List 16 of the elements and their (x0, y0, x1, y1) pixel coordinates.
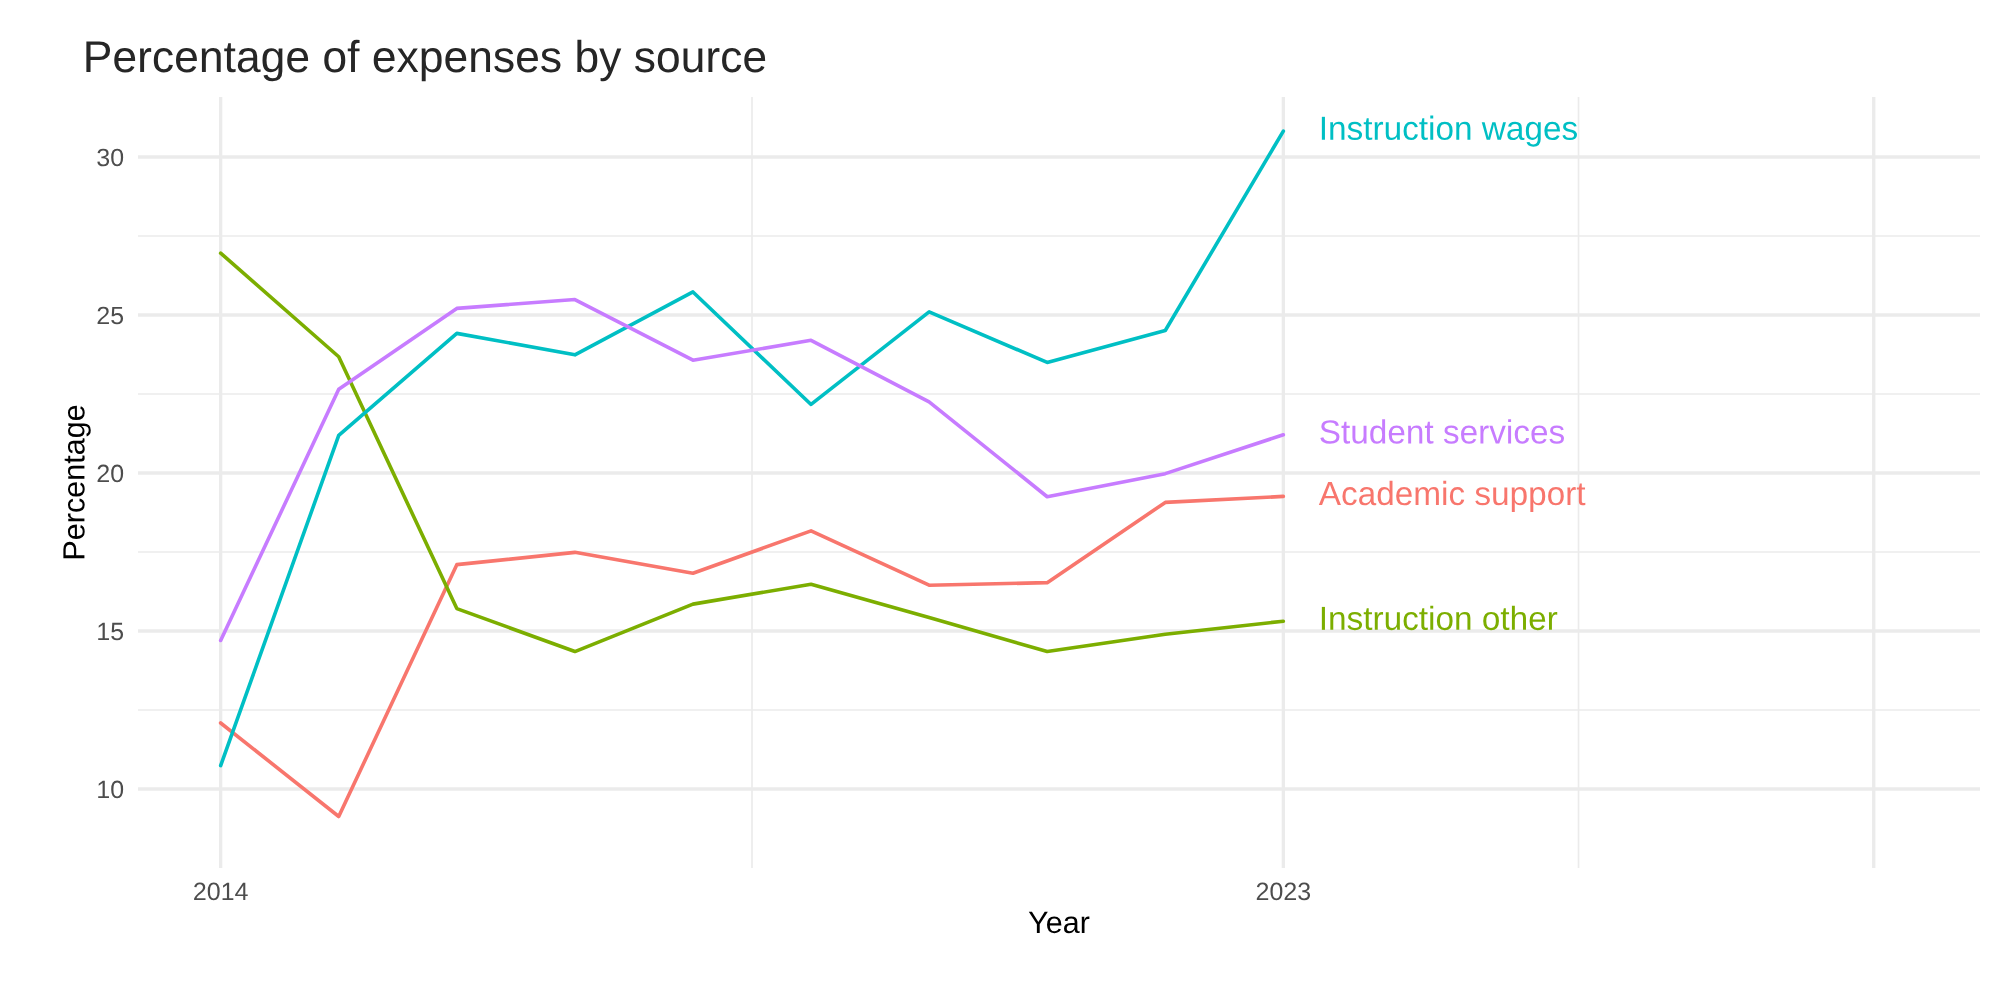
series-label: Instruction other (1321, 605, 1558, 631)
y-tick-label: 20 (97, 464, 124, 483)
x-tick-label: 2014 (194, 882, 248, 901)
line-series (218, 494, 1286, 819)
series-label: Academic support (1318, 480, 1586, 512)
line-series (218, 129, 1286, 768)
y-tick-label: 10 (98, 780, 124, 799)
y-tick-label: 15 (98, 622, 124, 641)
y-tick-label: 30 (97, 148, 124, 167)
x-tick-label: 2023 (1256, 882, 1311, 901)
y-axis-title: Percentage (63, 405, 91, 559)
series-label: Student services (1320, 419, 1564, 444)
series-label: Instruction wages (1321, 115, 1577, 147)
x-axis-title: Year (1028, 911, 1090, 934)
y-tick-label: 25 (97, 306, 124, 325)
chart-title: Percentage of expenses by source (86, 39, 766, 82)
